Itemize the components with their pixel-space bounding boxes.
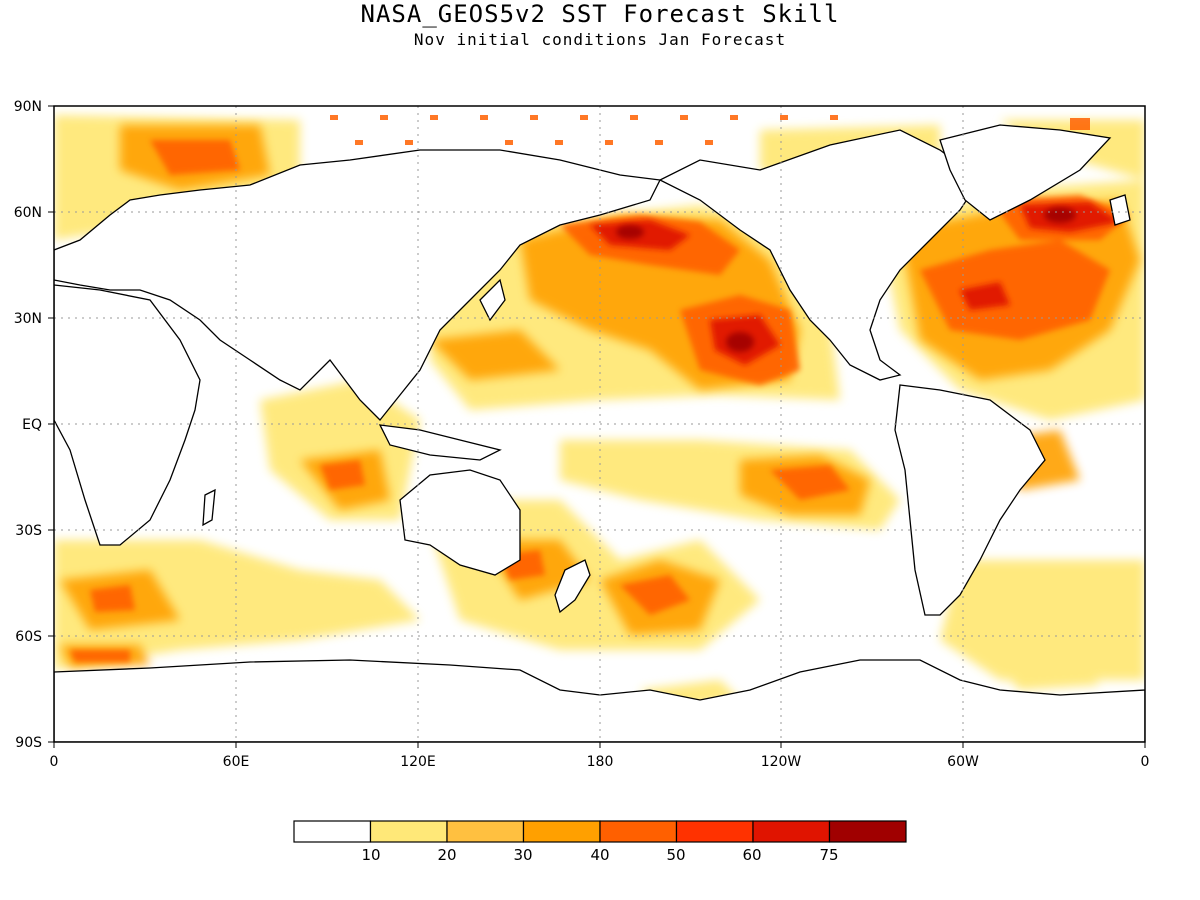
lat-label-30s: 30S [15,523,42,539]
colorbar-box [522,820,601,843]
lon-label-0-east: 0 [1141,754,1150,770]
lat-label-30n: 30N [14,311,42,327]
lat-label-90s: 90S [15,735,42,751]
colorbar-label-60: 60 [742,846,761,864]
colorbar-label-40: 40 [590,846,609,864]
colorbar-box [369,820,448,843]
lon-label-60e: 60E [223,754,250,770]
lat-label-90n: 90N [14,99,42,115]
colorbar-box [752,820,831,843]
colorbar-box [828,820,907,843]
lat-label-eq: EQ [22,417,42,433]
lon-label-60w: 60W [947,754,979,770]
tick-marks [48,105,1146,748]
map-title: NASA_GEOS5v2 SST Forecast Skill [360,0,840,28]
colorbar-box [675,820,754,843]
lon-label-0: 0 [50,754,59,770]
map-subtitle: Nov initial conditions Jan Forecast [413,30,787,49]
colorbar-label-75: 75 [819,846,838,864]
lat-label-60n: 60N [14,205,42,221]
lat-label-60s: 60S [15,629,42,645]
colorbar-label-20: 20 [437,846,456,864]
colorbar-box [293,820,372,843]
colorbar-label-10: 10 [361,846,380,864]
graticule [54,106,1145,742]
colorbar-box [599,820,678,843]
lon-label-180: 180 [587,754,614,770]
colorbar-label-30: 30 [513,846,532,864]
colorbar-label-50: 50 [666,846,685,864]
colorbar-box [446,820,525,843]
lon-label-120e: 120E [400,754,436,770]
colorbar: 10 20 30 40 50 60 75 [293,820,907,864]
lon-label-120w: 120W [761,754,802,770]
